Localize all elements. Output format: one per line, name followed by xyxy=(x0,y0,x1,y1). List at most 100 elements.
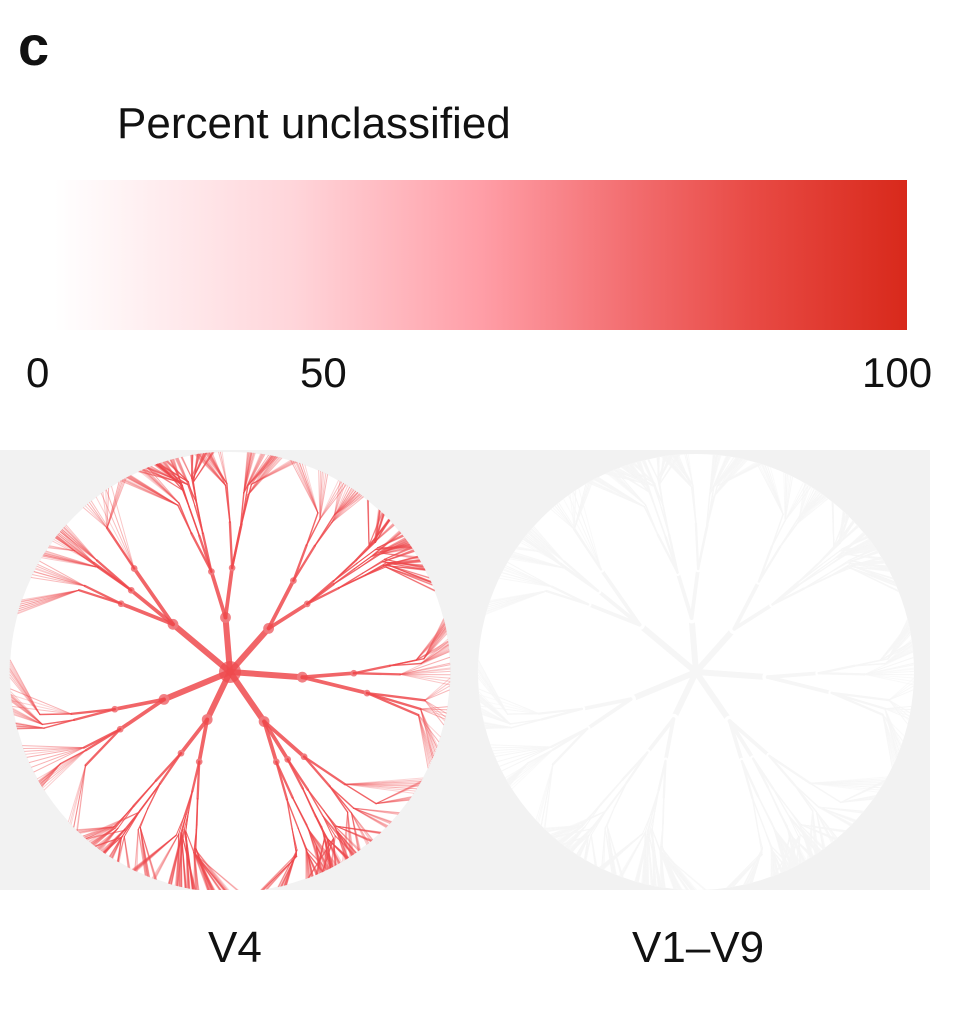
tree-branch xyxy=(732,602,775,631)
tree-branch xyxy=(306,848,327,871)
tree-branch xyxy=(82,825,117,837)
tree-branch xyxy=(420,708,448,711)
tree-branch xyxy=(315,845,329,870)
tree-branch xyxy=(195,847,213,890)
tree-branch xyxy=(353,807,387,828)
tree-branch xyxy=(177,833,180,887)
tree-branch xyxy=(169,832,183,885)
tree-branch xyxy=(138,471,180,483)
tree-branch xyxy=(266,602,310,631)
tree-branch xyxy=(16,725,45,729)
tree-branch xyxy=(344,783,420,786)
tree-branch xyxy=(377,534,403,549)
tree-branch xyxy=(195,847,212,890)
tree-branch xyxy=(36,565,86,587)
tree-branch xyxy=(247,457,281,496)
tree-branch xyxy=(204,669,233,723)
tree-branch xyxy=(675,570,694,620)
tree-branch xyxy=(333,837,336,866)
tree-branch xyxy=(372,537,406,556)
tree-branch xyxy=(56,536,76,552)
tree-branch xyxy=(424,699,447,714)
tree-branch xyxy=(334,835,355,854)
tree-branch xyxy=(194,848,197,890)
tree-branch xyxy=(772,787,789,816)
tree-branch xyxy=(156,464,189,485)
tree-branch xyxy=(381,561,423,566)
tree-branch xyxy=(123,836,130,869)
tree-branch xyxy=(660,846,693,890)
tree-branch xyxy=(384,547,413,560)
tree-branch xyxy=(693,625,738,675)
tree-branch xyxy=(335,825,382,833)
tree-branch xyxy=(193,848,196,890)
tree-branch xyxy=(195,501,204,535)
tree-branch xyxy=(93,827,116,846)
tree-branch xyxy=(809,782,879,793)
tree-branch xyxy=(327,838,332,869)
tree-branch xyxy=(509,718,543,725)
tree-branch xyxy=(139,470,180,483)
tree-branch xyxy=(693,669,733,724)
tree-branch xyxy=(243,452,248,494)
tree-branch xyxy=(123,836,130,868)
tree-branch xyxy=(307,852,313,877)
tree-branch xyxy=(381,542,409,554)
tree-branch xyxy=(323,810,339,832)
tree-branch xyxy=(109,836,122,858)
tree-panel-v4 xyxy=(0,450,460,890)
tree-branch xyxy=(315,845,328,870)
tree-branch xyxy=(705,493,711,530)
tree-branch xyxy=(556,503,575,530)
tree-branch xyxy=(20,589,80,603)
tree-branch xyxy=(636,834,649,883)
tree-branch xyxy=(10,696,43,725)
tree-branch xyxy=(661,852,705,890)
tree-branch xyxy=(368,518,389,548)
tree-branch xyxy=(142,469,182,484)
tree-branch xyxy=(286,758,304,790)
tree-branch xyxy=(370,531,401,558)
tree-branch xyxy=(477,659,509,715)
tree-branch xyxy=(420,647,450,664)
tree-branch xyxy=(599,778,624,806)
tree-branch xyxy=(20,589,80,605)
tree-branch xyxy=(83,584,123,605)
tree-branch xyxy=(478,694,540,715)
tree-branch xyxy=(174,458,197,503)
tree-branch xyxy=(193,452,213,483)
tree-branch xyxy=(373,514,385,543)
tree-branch xyxy=(327,838,348,859)
tree-branch xyxy=(193,452,213,483)
tree-branch xyxy=(381,550,415,563)
tree-branch xyxy=(209,452,228,485)
tree-branch xyxy=(106,478,125,529)
tree-branch xyxy=(308,829,325,872)
scale-tick-mid: 50 xyxy=(300,349,347,396)
tree-branch xyxy=(85,829,126,839)
tree-branch xyxy=(385,566,435,592)
tree-branch xyxy=(373,509,380,543)
tree-branch xyxy=(180,835,183,888)
tree-branch xyxy=(39,763,61,783)
tree-branch xyxy=(772,851,788,871)
tree-branch xyxy=(195,854,238,890)
tree-branch xyxy=(9,677,41,715)
tree-branch xyxy=(381,561,424,567)
tree-branch xyxy=(130,475,179,506)
tree-branch xyxy=(221,451,228,485)
tree-branch xyxy=(197,717,210,764)
tree-branch xyxy=(48,546,76,552)
tree-branch xyxy=(54,537,76,552)
tree-branch xyxy=(308,829,321,873)
tree-branch xyxy=(327,838,348,859)
tree-branch xyxy=(285,849,298,886)
tree-branch xyxy=(195,847,210,890)
tree-branch xyxy=(250,461,295,485)
tree-branch xyxy=(292,544,308,582)
tree-branch xyxy=(35,568,86,587)
tree-branch xyxy=(247,455,272,496)
tree-branch xyxy=(42,555,99,568)
tree-branch xyxy=(385,566,433,585)
tree-branch xyxy=(304,464,319,514)
